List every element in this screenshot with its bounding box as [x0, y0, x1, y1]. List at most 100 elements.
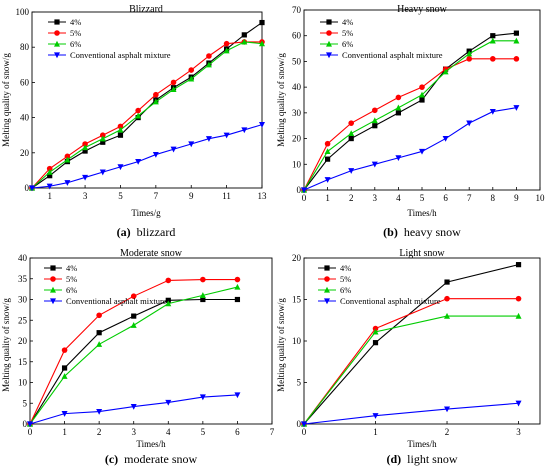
y-tick-label: 0 — [297, 185, 302, 195]
y-tick-label: 10 — [18, 378, 28, 388]
x-tick-label: 3 — [373, 193, 378, 203]
legend-label-0: 4% — [66, 263, 77, 273]
y-axis-label-d: Melting quality of snow/g — [276, 298, 286, 392]
data-point-series-1 — [206, 53, 212, 59]
data-point-series-1 — [165, 277, 172, 284]
data-point-series-2 — [130, 322, 137, 328]
x-tick-label: 1 — [47, 191, 52, 201]
data-point-series-3 — [135, 159, 142, 165]
data-point-series-3 — [61, 411, 68, 417]
caption-text-a: blizzard — [137, 225, 176, 239]
data-point-series-1 — [200, 276, 206, 283]
data-point-series-2 — [444, 312, 451, 319]
data-point-series-1 — [466, 56, 473, 62]
caption-text-d: light snow — [407, 452, 458, 466]
data-point-series-1 — [153, 91, 159, 98]
data-point-series-3 — [205, 136, 212, 142]
data-point-series-1 — [234, 276, 241, 283]
data-point-series-2 — [99, 135, 106, 142]
data-point-series-1 — [117, 123, 124, 130]
y-tick-label: 60 — [20, 77, 30, 87]
legend-marker-3 — [324, 298, 330, 305]
data-point-series-2 — [489, 37, 496, 44]
data-point-series-3 — [241, 127, 248, 134]
legend-label-3: Conventional asphalt mixture — [66, 296, 167, 306]
legend-marker-0 — [50, 265, 56, 271]
data-point-series-1 — [513, 56, 520, 62]
y-tick-label: 40 — [18, 253, 28, 263]
x-tick-label: 5 — [201, 427, 206, 437]
y-tick-label: 5 — [297, 378, 302, 388]
data-point-series-1 — [61, 347, 68, 353]
y-tick-label: 20 — [292, 253, 302, 263]
data-point-series-3 — [466, 120, 473, 127]
data-point-series-2 — [165, 300, 172, 307]
data-point-series-2 — [515, 312, 522, 319]
data-point-series-3 — [348, 168, 355, 174]
data-point-series-2 — [466, 50, 473, 57]
ticks-b: 0 1 2 3 4 5 6 7 8 9 10 0 10 20 30 40 50 60 70 — [292, 5, 545, 203]
data-point-series-1 — [223, 40, 230, 47]
legend-marker-1 — [324, 276, 330, 282]
data-point-series-3 — [513, 105, 520, 111]
y-axis-label-b: Melting quality of snow/g — [276, 53, 286, 147]
data-point-series-2 — [241, 38, 248, 45]
legend-marker-3 — [50, 298, 56, 305]
x-axis-label-b: Times/h — [407, 208, 437, 218]
y-tick-label: 20 — [18, 336, 28, 346]
data-point-series-1 — [395, 94, 402, 101]
series-line-2 — [303, 40, 517, 191]
series-line-3 — [31, 124, 263, 189]
data-point-series-2 — [395, 104, 402, 111]
plot-frame-a — [31, 11, 263, 189]
y-axis-label-a: Melting quality of snow/g — [1, 53, 11, 147]
legend-d: 4%5%6%Conventional asphalt mixture — [318, 263, 441, 306]
y-tick-label: 0 — [25, 183, 30, 193]
x-tick-label: 3 — [83, 191, 88, 201]
data-point-series-3 — [419, 148, 425, 155]
legend-marker-0 — [54, 19, 60, 25]
data-point-series-1 — [348, 120, 355, 126]
data-point-series-0 — [82, 148, 88, 154]
legend-marker-3 — [54, 52, 60, 59]
caption-letter-a: (a) — [117, 225, 131, 239]
data-point-series-0 — [61, 365, 68, 371]
legend-marker-2 — [54, 40, 60, 47]
x-tick-label: 0 — [302, 427, 307, 437]
x-tick-label: 4 — [396, 193, 401, 203]
x-tick-label: 3 — [131, 427, 136, 437]
series-line-1 — [303, 58, 517, 191]
data-point-series-2 — [371, 117, 378, 124]
data-point-series-3 — [64, 180, 71, 186]
x-tick-label: 6 — [235, 427, 240, 437]
x-tick-label: 8 — [491, 193, 496, 203]
data-point-series-3 — [46, 183, 53, 190]
data-point-series-2 — [419, 91, 425, 98]
data-point-series-3 — [152, 151, 159, 158]
data-point-series-0 — [131, 313, 137, 319]
data-point-series-2 — [61, 373, 68, 379]
y-tick-label: 10 — [292, 336, 302, 346]
data-point-series-2 — [259, 40, 265, 47]
legend-marker-2 — [326, 40, 332, 47]
x-tick-label: 6 — [443, 193, 448, 203]
data-point-series-0 — [513, 30, 519, 36]
legend-marker-3 — [326, 52, 332, 59]
data-point-series-2 — [205, 61, 212, 68]
data-point-series-2 — [117, 126, 124, 133]
x-tick-label: 5 — [420, 193, 425, 203]
data-point-series-1 — [64, 153, 71, 160]
data-point-series-2 — [188, 75, 195, 82]
data-point-series-1 — [130, 293, 137, 299]
data-point-series-1 — [170, 79, 177, 86]
caption-text-c: moderate snow — [124, 452, 197, 466]
x-tick-label: 10 — [536, 193, 546, 203]
data-point-series-1 — [188, 67, 195, 73]
data-point-series-3 — [371, 161, 378, 168]
data-point-series-3 — [82, 174, 89, 181]
legend-marker-1 — [50, 276, 56, 282]
legend-label-2: 6% — [342, 39, 353, 49]
legend-marker-2 — [50, 286, 56, 293]
data-point-series-3 — [395, 155, 402, 162]
